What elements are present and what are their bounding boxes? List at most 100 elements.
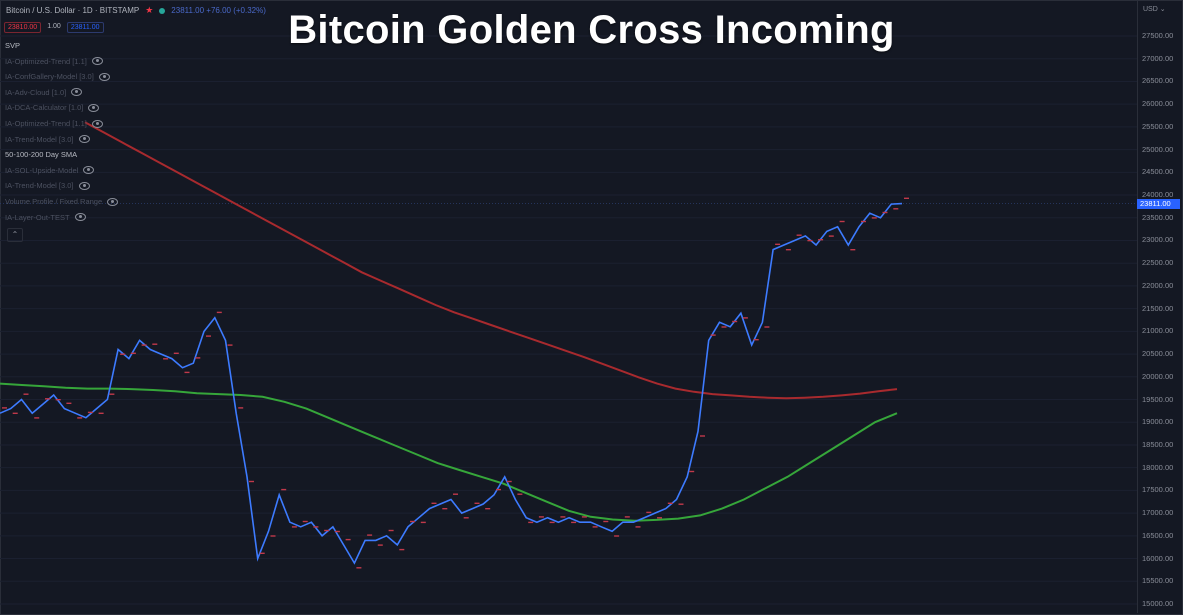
symbol-name[interactable]: Bitcoin / U.S. Dollar · 1D · BITSTAMP: [6, 6, 140, 15]
indicator-label: 50-100-200 Day SMA: [5, 150, 78, 160]
trade-marker: [850, 249, 856, 251]
indicator-item[interactable]: 50-100-200 Day SMA: [5, 150, 77, 159]
indicator-label: IA-Trend-Model [3.0]: [5, 134, 74, 144]
trade-marker: [98, 412, 104, 414]
collapse-legend-button[interactable]: ⌃: [7, 228, 23, 242]
price-tick-label: 24000.00: [1142, 190, 1174, 200]
indicator-item[interactable]: IA-Trend-Model [3.0]: [5, 135, 90, 144]
currency-label: USD: [1143, 6, 1158, 13]
eye-icon[interactable]: [91, 119, 103, 128]
indicator-item[interactable]: SVP: [5, 41, 20, 50]
eye-icon[interactable]: [74, 213, 86, 222]
indicator-label: IA-Layer-Out-TEST: [5, 212, 70, 222]
price-chart[interactable]: [0, 0, 1137, 613]
favorite-star-icon[interactable]: ★: [145, 5, 154, 15]
eye-icon[interactable]: [78, 181, 90, 190]
eye-icon[interactable]: [83, 166, 95, 175]
trade-marker: [270, 535, 276, 537]
trade-marker: [420, 521, 426, 524]
trade-marker: [152, 343, 158, 345]
trade-marker: [721, 326, 727, 328]
ohlc-change: 23811.00 +76.00 (+0.32%): [171, 6, 266, 15]
trade-marker: [657, 517, 662, 519]
trade-marker: [163, 358, 169, 360]
trade-marker: [742, 317, 748, 319]
trade-marker: [753, 339, 759, 341]
eye-icon[interactable]: [107, 197, 119, 206]
trade-marker: [291, 526, 297, 528]
trade-marker: [313, 526, 319, 528]
quantity-value[interactable]: 1.00: [47, 23, 61, 30]
trade-marker: [904, 197, 909, 199]
indicator-label: IA-DCA-Calculator [1.0]: [5, 103, 84, 113]
indicator-label: Volume Profile / Fixed Range: [5, 197, 103, 206]
indicator-item[interactable]: IA-Optimized-Trend [1.1]: [5, 57, 103, 66]
trade-marker: [528, 521, 534, 524]
trade-marker: [785, 249, 791, 251]
trade-marker: [453, 493, 458, 495]
trade-marker: [23, 393, 29, 395]
indicator-label: IA-ConfGallery-Model [3.0]: [5, 72, 94, 82]
trade-marker: [624, 516, 630, 518]
indicator-label: IA-Optimized-Trend [1.1]: [5, 56, 87, 66]
eye-icon[interactable]: [78, 135, 90, 144]
indicator-item[interactable]: IA-Optimized-Trend [1.1]: [5, 119, 103, 128]
price-tick-label: 22000.00: [1142, 280, 1174, 290]
trade-marker: [549, 521, 555, 524]
trade-marker: [485, 508, 491, 510]
trade-marker: [77, 417, 83, 419]
trade-marker: [581, 516, 587, 518]
sma-green-line: [0, 382, 898, 522]
indicator-item[interactable]: IA-Adv-Cloud [1.0]: [5, 87, 83, 97]
price-axis[interactable]: [1137, 0, 1182, 613]
trade-marker: [678, 503, 684, 505]
price-tick-label: 21500.00: [1142, 303, 1174, 313]
eye-icon[interactable]: [98, 72, 110, 81]
trade-marker: [377, 544, 383, 546]
trade-marker: [34, 417, 40, 419]
trade-marker: [399, 548, 405, 551]
price-tick-label: 20000.00: [1142, 371, 1174, 381]
trade-marker: [646, 511, 652, 514]
price-tick-label: 17500.00: [1142, 485, 1174, 495]
market-status-icon: [159, 7, 166, 14]
trade-marker: [2, 407, 7, 409]
current-price-tag: 23811.00: [1137, 198, 1180, 209]
price-tick-label: 27000.00: [1142, 53, 1174, 63]
currency-selector[interactable]: USD ⌄: [1143, 5, 1166, 13]
trade-marker: [227, 344, 233, 346]
trade-marker: [882, 211, 888, 214]
trade-marker: [259, 552, 265, 554]
trade-marker: [560, 516, 566, 518]
indicator-item[interactable]: Volume Profile / Fixed Range: [5, 197, 119, 206]
price-tick-label: 27500.00: [1142, 31, 1174, 40]
trade-marker: [120, 353, 126, 355]
trade-marker: [345, 538, 351, 541]
indicator-label: IA-Trend-Model [3.0]: [5, 181, 74, 191]
eye-icon[interactable]: [91, 57, 103, 66]
indicator-item[interactable]: IA-SOL-Upside-Model: [5, 166, 95, 175]
price-tick-label: 26000.00: [1142, 99, 1174, 109]
price-tick-label: 16000.00: [1142, 553, 1174, 563]
price-tick-label: 17000.00: [1142, 508, 1174, 518]
indicator-item[interactable]: IA-Layer-Out-TEST: [5, 213, 86, 222]
indicator-item[interactable]: IA-DCA-Calculator [1.0]: [5, 103, 100, 113]
trade-marker: [818, 239, 824, 241]
trade-marker: [700, 435, 705, 437]
trade-marker: [216, 311, 222, 314]
buy-price-button[interactable]: 23811.00: [66, 22, 104, 33]
eye-icon[interactable]: [88, 103, 100, 112]
trade-marker: [109, 393, 115, 395]
trade-marker: [356, 567, 362, 569]
trade-marker: [517, 493, 523, 495]
indicator-label: IA-Adv-Cloud [1.0]: [5, 87, 67, 97]
sma-red-line: [84, 121, 898, 400]
sell-price-button[interactable]: 23810.00: [4, 22, 42, 33]
trade-marker: [667, 502, 673, 504]
trade-marker: [474, 502, 480, 504]
indicator-label: SVP: [5, 41, 21, 50]
indicator-item[interactable]: IA-Trend-Model [3.0]: [5, 181, 90, 190]
eye-icon[interactable]: [71, 88, 83, 97]
trade-marker: [506, 480, 512, 483]
indicator-item[interactable]: IA-ConfGallery-Model [3.0]: [5, 72, 110, 81]
